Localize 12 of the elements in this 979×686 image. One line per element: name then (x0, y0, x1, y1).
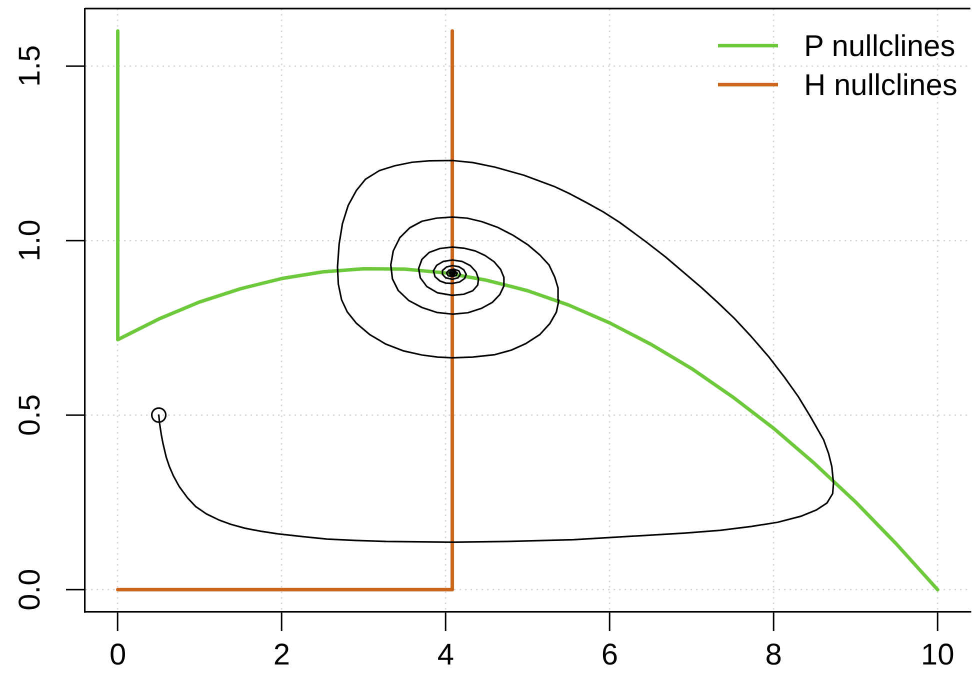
y-tick-label: 1.5 (13, 45, 46, 87)
legend-label: H nullclines (804, 68, 958, 102)
x-tick-label: 0 (109, 638, 126, 672)
legend-label: P nullclines (804, 30, 956, 63)
x-tick-label: 2 (273, 638, 290, 672)
x-tick-label: 4 (437, 638, 454, 672)
x-tick-label: 6 (601, 638, 618, 672)
y-tick-label: 0.5 (13, 394, 46, 436)
y-tick-label: 1.0 (13, 220, 46, 262)
x-tick-label: 8 (765, 638, 782, 672)
y-tick-label: 0.0 (13, 568, 46, 611)
x-tick-label: 10 (920, 638, 954, 672)
